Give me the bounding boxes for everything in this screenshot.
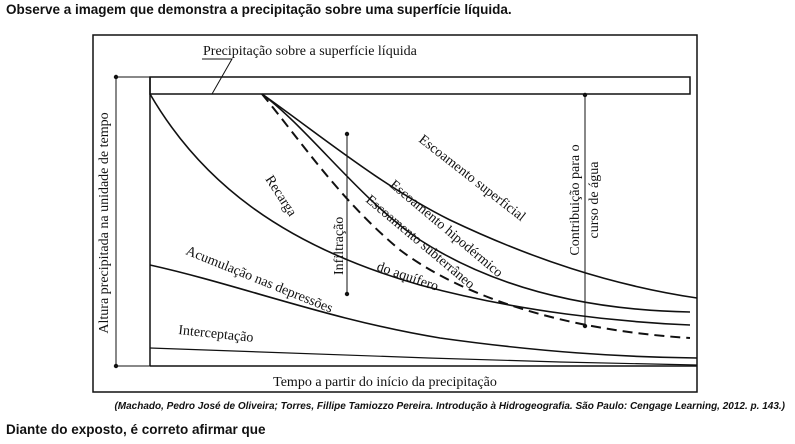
right-label-line1: Contribuição para o — [568, 144, 583, 255]
x-axis-label: Tempo a partir do início da precipitação — [273, 375, 497, 390]
right-label-line2: curso de água — [587, 161, 602, 239]
infiltracao-label: Infiltração — [332, 217, 347, 275]
interceptacao-label: Interceptação — [178, 323, 255, 346]
surface-runoff-curve — [261, 93, 698, 299]
infiltration-dot-top — [344, 131, 350, 137]
diagram-frame — [92, 34, 698, 393]
recharge-curve — [149, 93, 691, 326]
top-label: Precipitação sobre a superfície líquida — [203, 44, 418, 59]
groundwater-runoff-curve — [261, 93, 691, 339]
y-axis-label: Altura precipitada na unidade de tempo — [97, 112, 112, 333]
question-prompt: Diante do exposto, é correto afirmar que — [6, 422, 266, 437]
top-label-leader — [202, 58, 233, 95]
recarga-label: Recarga — [262, 173, 300, 220]
acumulacao-label: Acumulação nas depressões — [184, 244, 335, 317]
do-aquifero-label: do aquífero — [375, 260, 441, 295]
question-intro: Observe a imagem que demonstra a precipi… — [6, 2, 512, 17]
hypodermic-runoff-curve — [261, 93, 691, 313]
infiltration-dot-bottom — [344, 291, 350, 297]
citation: (Machado, Pedro José de Oliveira; Torres… — [114, 401, 785, 412]
accumulation-curve — [149, 264, 698, 359]
contribution-dot-top — [582, 92, 588, 98]
precipitation-band — [149, 76, 691, 95]
interception-curve — [149, 347, 698, 366]
